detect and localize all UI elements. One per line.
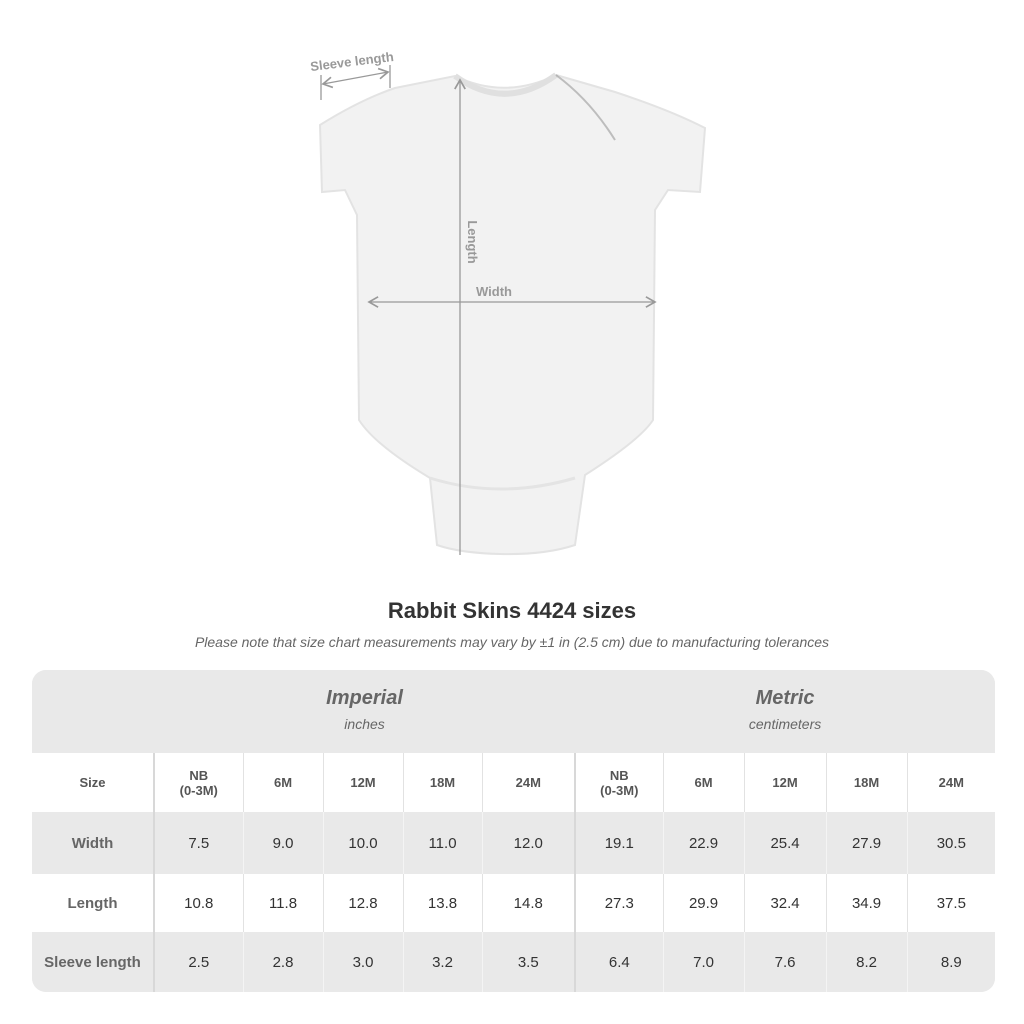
size-row: Size NB (0-3M) 6M 12M 18M 24M NB (0-3M) 6M 12M 1…: [32, 753, 995, 812]
onesie-shape: [318, 73, 707, 556]
imperial-cell: 9.0: [242, 812, 323, 874]
imperial-heading: Imperial: [326, 687, 403, 709]
size-table: Imperial inches Metric centimeters Size NB…: [32, 670, 995, 992]
metric-cell: 37.5: [906, 874, 995, 932]
metric-cell: 25.4: [743, 812, 827, 874]
metric-size-header: 12M: [743, 753, 827, 812]
metric-cell: 27.9: [825, 812, 908, 874]
imperial-cell: 14.8: [481, 874, 576, 932]
table-row: Length 10.8 11.8 12.8 13.8 14.8 27.3 29.9 32.4 34…: [32, 874, 995, 932]
imperial-cell: 12.8: [322, 874, 403, 932]
row-label: Width: [32, 812, 154, 874]
metric-cell: 27.3: [574, 874, 664, 932]
imperial-cell: 2.5: [153, 932, 243, 992]
imperial-size-header: 24M: [481, 753, 576, 812]
width-label: Width: [476, 284, 512, 299]
metric-size-header: NB (0-3M): [574, 753, 664, 812]
table-row: Width 7.5 9.0 10.0 11.0 12.0 19.1 22.9 25.4 27.9 3…: [32, 812, 995, 874]
onesie-diagram: Sleeve length Length Width: [309, 49, 707, 556]
imperial-cell: 12.0: [481, 812, 576, 874]
imperial-cell: 10.0: [322, 812, 403, 874]
metric-cell: 32.4: [743, 874, 827, 932]
imperial-cell: 7.5: [153, 812, 243, 874]
metric-cell: 19.1: [574, 812, 664, 874]
imperial-cell: 3.5: [481, 932, 576, 992]
metric-unit: centimeters: [748, 716, 822, 732]
imperial-size-header: NB (0-3M): [153, 753, 243, 812]
metric-cell: 8.2: [825, 932, 908, 992]
imperial-cell: 11.0: [402, 812, 482, 874]
metric-size-header: 24M: [906, 753, 995, 812]
table-row: Sleeve length 2.5 2.8 3.0 3.2 3.5 6.4 7.0 7.6 8.2…: [32, 932, 995, 992]
metric-size-header: 6M: [662, 753, 745, 812]
imperial-size-header: 6M: [242, 753, 323, 812]
sleeve-arrow: [321, 67, 390, 89]
imperial-cell: 13.8: [402, 874, 482, 932]
metric-cell: 22.9: [662, 812, 745, 874]
metric-size-header: 18M: [825, 753, 908, 812]
imperial-cell: 3.0: [322, 932, 403, 992]
metric-cell: 30.5: [906, 812, 995, 874]
row-label: Length: [32, 874, 154, 932]
imperial-unit: inches: [344, 716, 385, 732]
row-label: Sleeve length: [32, 932, 154, 992]
sleeve-label: Sleeve length: [309, 49, 394, 74]
metric-cell: 8.9: [906, 932, 995, 992]
metric-cell: 34.9: [825, 874, 908, 932]
imperial-cell: 2.8: [242, 932, 323, 992]
imperial-size-header: 12M: [322, 753, 403, 812]
imperial-size-header: 18M: [402, 753, 482, 812]
tolerance-note: Please note that size chart measurements…: [194, 634, 830, 650]
metric-cell: 7.0: [662, 932, 745, 992]
imperial-cell: 11.8: [242, 874, 323, 932]
size-label: Size: [32, 753, 154, 812]
chart-title: Rabbit Skins 4424 sizes: [387, 598, 637, 623]
imperial-cell: 3.2: [402, 932, 482, 992]
metric-cell: 7.6: [743, 932, 827, 992]
metric-cell: 29.9: [662, 874, 745, 932]
unit-header-row: Imperial inches Metric centimeters: [32, 670, 995, 753]
metric-cell: 6.4: [574, 932, 664, 992]
length-label: Length: [465, 220, 480, 263]
metric-heading: Metric: [755, 687, 815, 709]
imperial-cell: 10.8: [153, 874, 243, 932]
